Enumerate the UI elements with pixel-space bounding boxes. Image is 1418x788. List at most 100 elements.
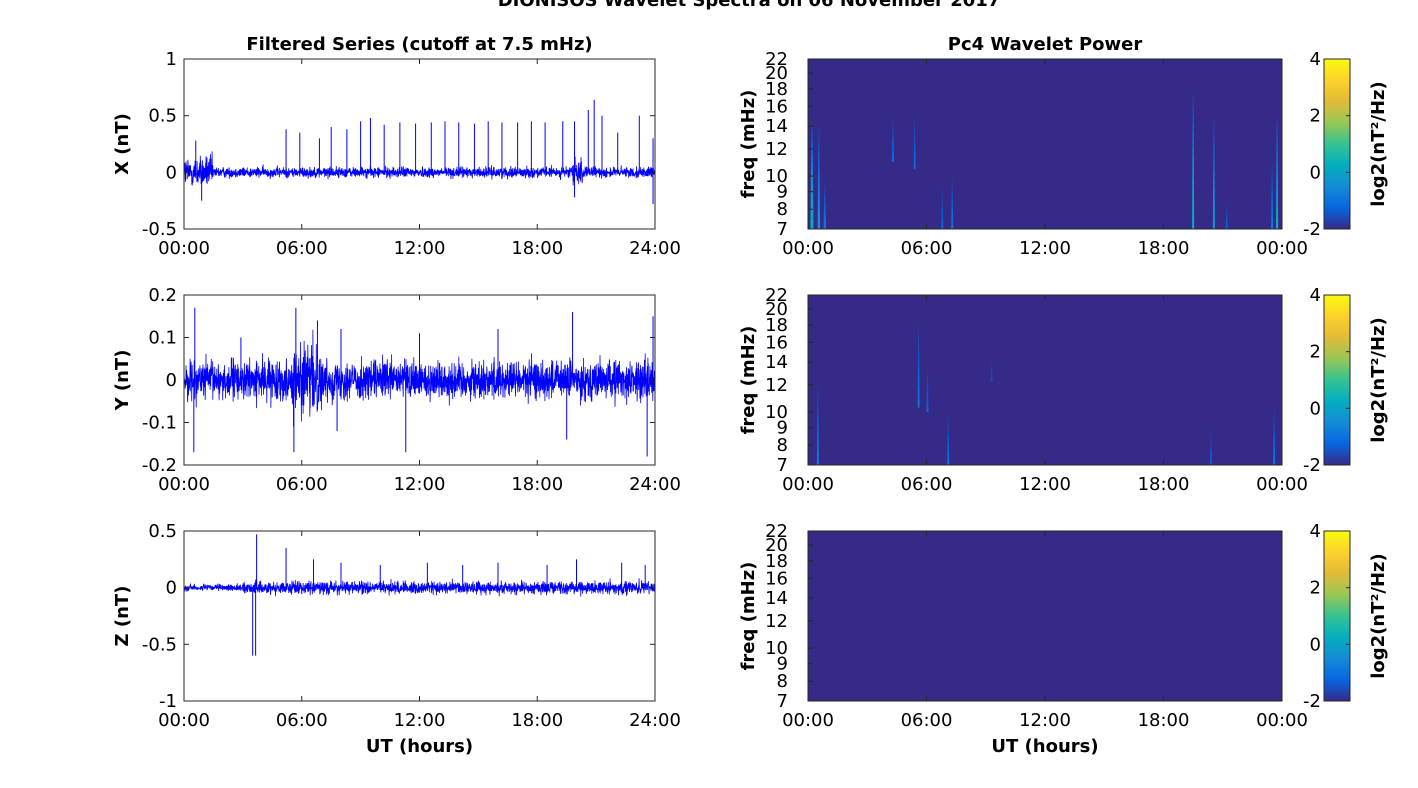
power-y-burst [926,408,929,413]
power-y-burst [918,339,920,345]
power-x-burst [913,156,916,161]
power-x-burst [941,213,944,217]
power-x-burst [941,193,943,197]
series-z-y-tick-label: 0 [166,578,177,599]
power-y-burst [947,432,949,436]
power-x-burst [914,137,916,142]
power-x-burst [1192,101,1194,109]
power-x-burst [1213,157,1215,165]
power-x-burst [1213,143,1215,151]
series-x-trace [184,151,655,186]
power-x-burst [914,134,916,138]
power-x-burst [810,176,814,184]
power-y-burst [817,404,819,410]
power-z-y-tick-label: 9 [777,654,788,675]
power-y-burst [927,371,928,375]
power-y-burst [926,385,929,389]
power-x-burst [892,117,894,121]
power-y-burst [947,438,949,443]
power-y-burst [817,431,819,438]
power-y-y-tick-label: 8 [777,435,788,456]
power-y-burst [1273,451,1275,456]
power-x-burst [1226,207,1228,209]
power-y-burst [947,460,950,465]
power-x-burst [1213,188,1215,198]
power-x-burst [1225,220,1228,222]
power-x-burst [941,198,943,202]
power-y-burst [1273,455,1276,461]
power-x-title: Pc4 Wavelet Power [948,34,1143,55]
power-y-burst [1210,435,1212,438]
power-z-colorbar-label: log2(nT²/Hz) [1368,553,1389,679]
power-y-x-tick-label: 18:00 [1138,474,1190,495]
power-y-burst [917,392,920,400]
power-x-burst [951,195,953,199]
power-x-burst [1213,172,1215,181]
power-x-burst [1271,188,1273,194]
power-y-burst [817,386,819,391]
power-y-burst [918,324,919,330]
series-y-x-tick-label: 12:00 [394,474,446,495]
power-x-burst [1213,150,1215,158]
series-x-x-tick-label: 12:00 [394,238,446,259]
power-x-burst [913,144,916,149]
power-x-burst [817,184,820,193]
power-x-burst [1271,197,1273,203]
power-y-burst [816,450,819,458]
power-x-burst [818,156,820,164]
power-y-burst [1210,433,1212,436]
power-x-burst [913,164,916,169]
power-x-burst [1213,180,1215,189]
power-z-x-tick-label: 00:00 [782,710,834,731]
power-x-burst [1225,223,1228,226]
series-z-x-tick-label: 18:00 [511,710,563,731]
series-x-y-tick-label: 1 [166,49,177,70]
series-y-y-tick-label: 0.1 [148,328,177,349]
power-x-burst [824,186,826,190]
power-x-colorbar-tick-label: 0 [1310,162,1321,183]
power-x-burst [1276,165,1278,173]
power-y-burst [1273,442,1275,447]
power-x-burst [1192,166,1194,178]
power-x-burst [817,219,821,229]
power-y-burst [927,368,928,372]
power-y-burst [947,449,950,454]
power-x-burst [818,163,820,171]
power-y-burst [1210,449,1212,452]
power-x-burst [1192,130,1194,140]
power-y-burst [918,349,920,355]
power-x-burst [810,209,814,219]
power-x-burst [892,129,894,133]
power-x-burst [824,192,826,196]
power-x-burst [1192,156,1194,167]
power-x-burst [892,138,894,142]
series-x-ylabel: X (nT) [112,113,133,175]
power-x-burst [1271,164,1273,169]
power-x-burst [913,148,916,153]
power-x-colorbar [1323,58,1351,230]
power-x-burst [941,188,943,191]
power-y-y-tick-label: 9 [777,418,788,439]
power-y-burst [917,360,920,367]
power-x-y-tick-label: 18 [765,79,788,100]
power-y-burst [1210,454,1212,458]
power-x-burst [1276,138,1278,145]
power-x-burst [941,190,943,194]
power-z-y-tick-label: 14 [765,588,788,609]
power-x-burst [951,188,953,192]
power-z-y-tick-label: 20 [765,535,788,556]
power-x-burst [1276,126,1278,133]
power-x-burst [892,123,894,127]
power-z-xlabel: UT (hours) [991,736,1098,757]
power-y-burst [947,442,949,446]
power-x-burst [914,127,916,131]
power-x-burst [1276,144,1278,152]
power-y-burst [990,378,993,380]
power-x-burst [1192,214,1195,229]
power-y-x-tick-label: 12:00 [1019,474,1071,495]
power-y-burst [926,391,929,396]
power-y-burst [947,416,949,420]
series-x-x-tick-label: 00:00 [158,238,210,259]
power-y-background [808,295,1282,465]
power-z-x-tick-label: 06:00 [901,710,953,731]
